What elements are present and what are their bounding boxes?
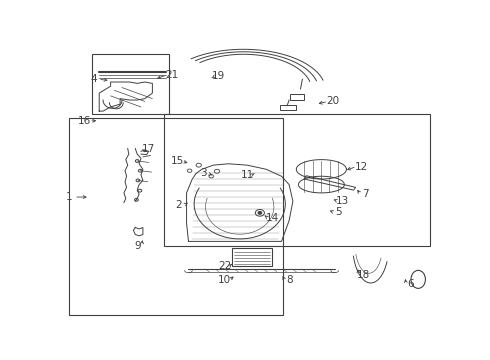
Text: 15: 15 bbox=[171, 156, 184, 166]
Text: 3: 3 bbox=[200, 168, 207, 179]
Text: 8: 8 bbox=[286, 275, 293, 285]
Bar bbox=[290, 94, 304, 100]
Text: 19: 19 bbox=[212, 72, 225, 81]
Text: 6: 6 bbox=[407, 279, 414, 289]
Bar bbox=[69, 118, 283, 315]
Text: 17: 17 bbox=[142, 144, 155, 153]
Text: 12: 12 bbox=[355, 162, 368, 172]
Text: 16: 16 bbox=[78, 116, 92, 126]
Bar bbox=[280, 105, 295, 110]
Bar bbox=[164, 114, 430, 246]
Circle shape bbox=[258, 211, 262, 214]
Text: 9: 9 bbox=[134, 240, 141, 251]
Text: 11: 11 bbox=[241, 170, 254, 180]
Text: 7: 7 bbox=[362, 189, 368, 199]
Text: 18: 18 bbox=[357, 270, 370, 280]
Text: 20: 20 bbox=[326, 96, 340, 107]
Bar bbox=[92, 54, 170, 114]
Text: 14: 14 bbox=[266, 213, 279, 223]
Text: 5: 5 bbox=[335, 207, 342, 217]
Text: 21: 21 bbox=[165, 70, 178, 80]
Text: 13: 13 bbox=[336, 196, 349, 206]
Text: 22: 22 bbox=[218, 261, 231, 271]
Text: 1: 1 bbox=[66, 192, 73, 202]
Bar bbox=[232, 248, 272, 266]
Text: 2: 2 bbox=[175, 201, 182, 210]
Text: 10: 10 bbox=[218, 275, 231, 285]
Text: 4: 4 bbox=[90, 74, 97, 84]
